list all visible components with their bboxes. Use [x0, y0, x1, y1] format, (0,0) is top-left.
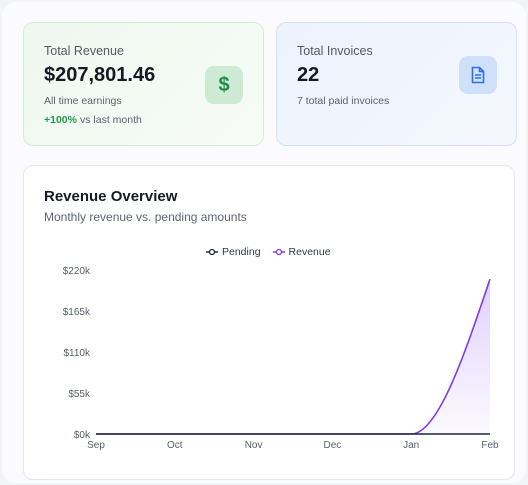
- revenue-area: [96, 279, 490, 434]
- y-tick-label: $110k: [63, 348, 91, 359]
- revenue-chart: $0k $55k $110k $165k $220k Sep Oct Nov Dec Jan Feb: [63, 266, 499, 451]
- dollar-icon: $: [205, 66, 243, 104]
- total-revenue-value: $207,801.46: [44, 64, 156, 86]
- total-revenue-title: Total Revenue: [44, 44, 124, 58]
- chart-legend: Pending Revenue: [206, 246, 331, 258]
- total-revenue-subtitle: All time earnings: [44, 95, 122, 107]
- total-invoices-card: Total Invoices 22 7 total paid invoices: [276, 22, 517, 146]
- y-tick-label: $55k: [68, 389, 91, 400]
- x-tick-label: Dec: [324, 440, 342, 451]
- revenue-change: +100% vs last month: [44, 114, 142, 126]
- revenue-change-percent: +100%: [44, 114, 77, 126]
- revenue-overview-subtitle: Monthly revenue vs. pending amounts: [44, 210, 247, 224]
- document-icon: [459, 56, 497, 94]
- total-invoices-value: 22: [297, 64, 320, 86]
- y-tick-label: $165k: [63, 307, 91, 318]
- x-tick-label: Oct: [167, 440, 183, 451]
- legend-item-revenue[interactable]: Revenue: [272, 246, 331, 258]
- revenue-overview-title: Revenue Overview: [44, 188, 178, 205]
- legend-label-revenue: Revenue: [288, 246, 331, 258]
- x-tick-label: Feb: [481, 440, 499, 451]
- revenue-line: [96, 278, 491, 435]
- legend-label-pending: Pending: [222, 246, 261, 258]
- total-invoices-title: Total Invoices: [297, 44, 373, 58]
- y-tick-label: $220k: [63, 266, 91, 277]
- y-tick-label: $0k: [74, 430, 91, 441]
- revenue-overview-card: Revenue Overview Monthly revenue vs. pen…: [23, 165, 515, 480]
- total-invoices-subtitle: 7 total paid invoices: [297, 95, 390, 107]
- x-tick-label: Nov: [245, 440, 263, 451]
- legend-item-pending[interactable]: Pending: [206, 246, 261, 258]
- x-tick-label: Jan: [403, 440, 419, 451]
- x-tick-label: Sep: [87, 440, 105, 451]
- total-revenue-card: Total Revenue $207,801.46 All time earni…: [23, 22, 264, 146]
- revenue-change-text: vs last month: [80, 114, 142, 126]
